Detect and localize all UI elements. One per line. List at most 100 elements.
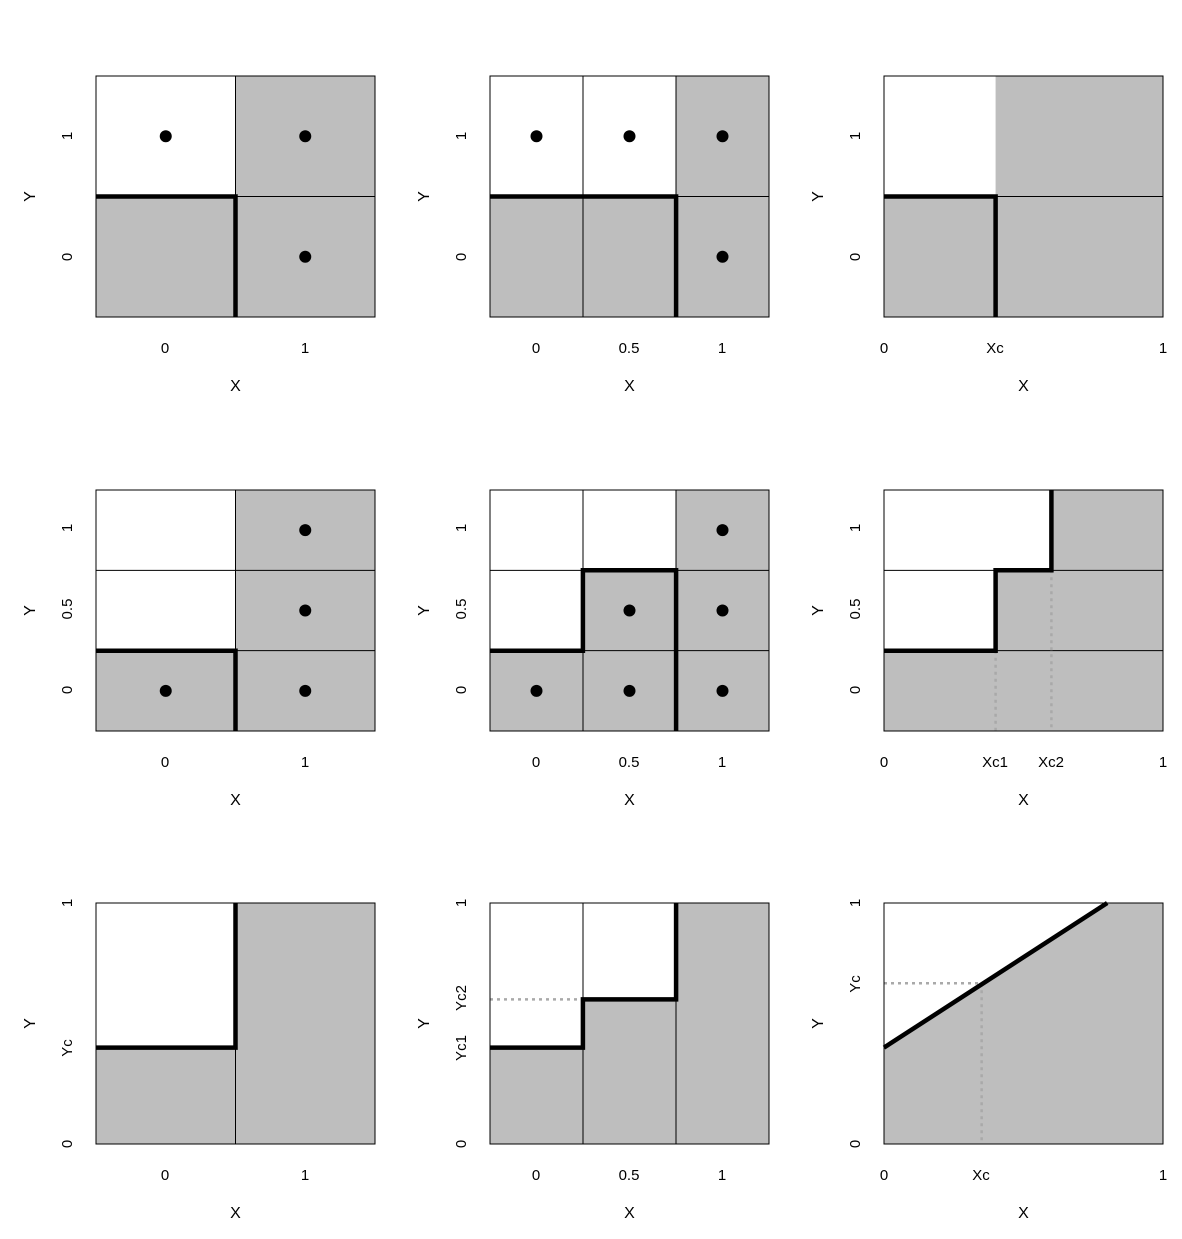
y-tick-label: Yc [847, 975, 864, 993]
y-tick-label: 1 [59, 524, 76, 532]
y-tick-label: 1 [847, 899, 864, 907]
x-axis-label: X [230, 378, 241, 395]
x-tick-label: 1 [1159, 754, 1167, 771]
y-axis-label: Y [22, 1018, 39, 1029]
data-point [159, 684, 172, 697]
y-tick-label: 0 [59, 253, 76, 261]
plot-frame [883, 75, 1164, 318]
x-tick-label: 0 [161, 1167, 169, 1184]
panel-p4: 0 1 0 0.5 1 X Y [22, 489, 376, 809]
y-tick-label: 1 [453, 132, 470, 140]
x-tick-label: 0 [532, 1167, 540, 1184]
y-tick-label: 1 [847, 524, 864, 532]
x-tick-label: 0.5 [619, 754, 640, 771]
y-tick-label: 1 [453, 899, 470, 907]
x-axis-label: X [230, 1205, 241, 1222]
shaded-cell [96, 196, 236, 317]
shaded-region [884, 903, 1163, 1144]
y-tick-label: 0 [59, 686, 76, 694]
panel-p8: 0 0.5 1 0 Yc1 Yc2 1 X Y [416, 899, 770, 1222]
x-tick-label: 0 [161, 754, 169, 771]
data-point [530, 684, 543, 697]
x-tick-label: Xc [972, 1167, 990, 1184]
y-tick-label: 0 [847, 253, 864, 261]
data-point [716, 524, 729, 537]
x-tick-label: 1 [301, 754, 309, 771]
y-axis-label: Y [416, 191, 433, 202]
x-axis-label: X [1018, 378, 1029, 395]
y-tick-label: 1 [59, 899, 76, 907]
x-tick-label: Xc [986, 340, 1004, 357]
y-tick-label: Yc [59, 1039, 76, 1057]
y-tick-label: 0 [453, 686, 470, 694]
plot-frame [489, 902, 770, 1145]
shaded-cell [583, 196, 676, 317]
data-point [716, 684, 729, 697]
y-axis-label: Y [810, 605, 827, 616]
y-tick-label: 0 [453, 253, 470, 261]
y-axis-label: Y [22, 605, 39, 616]
y-tick-label: 0.5 [847, 599, 864, 620]
y-tick-label: 0 [453, 1140, 470, 1148]
x-tick-label: 1 [301, 340, 309, 357]
x-tick-label: 1 [301, 1167, 309, 1184]
data-point [299, 130, 312, 143]
data-point [716, 604, 729, 617]
y-axis-label: Y [810, 191, 827, 202]
decision-boundary [884, 194, 998, 317]
panel-p5: 0 0.5 1 0 0.5 1 X Y [416, 489, 770, 809]
data-point [530, 130, 543, 143]
x-tick-label: 1 [718, 754, 726, 771]
data-point [299, 684, 312, 697]
x-axis-label: X [230, 792, 241, 809]
y-tick-label: Yc1 [453, 1035, 470, 1061]
x-tick-label: 1 [718, 340, 726, 357]
x-tick-label: 0.5 [619, 1167, 640, 1184]
y-tick-label: 0 [847, 1140, 864, 1148]
decision-boundary [490, 903, 679, 1050]
y-tick-label: Yc2 [453, 985, 470, 1011]
data-point [716, 250, 729, 263]
y-tick-label: 0 [59, 1140, 76, 1148]
panel-p3: 0 Xc 1 0 1 X Y [810, 75, 1167, 395]
shaded-cell [490, 196, 583, 317]
decision-boundary [490, 194, 679, 317]
y-axis-label: Y [416, 605, 433, 616]
plot-frame [95, 902, 376, 1145]
panel-p7: 0 1 0 Yc 1 X Y [22, 899, 376, 1222]
panel-p9: 0 Xc 1 0 Yc 1 X Y [810, 899, 1167, 1222]
decision-boundary [96, 648, 238, 731]
data-point [623, 130, 636, 143]
x-tick-label: 0 [880, 754, 888, 771]
x-axis-label: X [624, 1205, 635, 1222]
x-tick-label: 1 [1159, 340, 1167, 357]
decision-boundary [490, 568, 679, 731]
x-tick-label: 1 [718, 1167, 726, 1184]
y-tick-label: 1 [453, 524, 470, 532]
panel-p2: 0 0.5 1 0 1 X Y [416, 75, 770, 395]
plot-frame [489, 75, 770, 318]
x-tick-label: 0 [532, 340, 540, 357]
x-tick-label: 0 [880, 1167, 888, 1184]
y-tick-label: 0.5 [453, 599, 470, 620]
data-point [623, 604, 636, 617]
plot-frame [883, 902, 1164, 1145]
data-point [299, 524, 312, 537]
x-tick-label: 0 [880, 340, 888, 357]
shaded-region [884, 490, 1163, 731]
x-tick-label: 0.5 [619, 340, 640, 357]
decision-boundary [882, 901, 1109, 1050]
x-axis-label: X [1018, 792, 1029, 809]
x-tick-label: 1 [1159, 1167, 1167, 1184]
x-tick-label: 0 [532, 754, 540, 771]
plot-frame [489, 489, 770, 732]
plot-frame [95, 489, 376, 732]
x-axis-label: X [624, 792, 635, 809]
data-point [299, 250, 312, 263]
y-axis-label: Y [810, 1018, 827, 1029]
x-tick-label: Xc2 [1038, 754, 1064, 771]
data-point [623, 684, 636, 697]
panel-p1: 0 1 0 1 X Y [22, 75, 376, 395]
x-axis-label: X [624, 378, 635, 395]
